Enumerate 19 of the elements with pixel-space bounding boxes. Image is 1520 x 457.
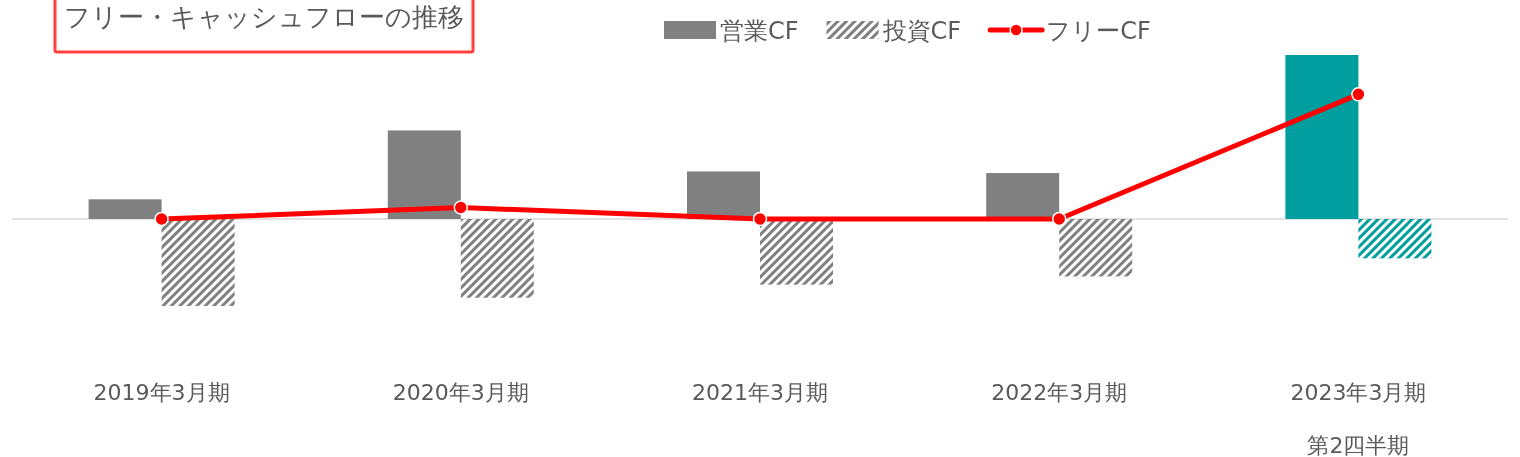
x-tick-label: 2021年3月期 xyxy=(692,380,828,405)
bar xyxy=(687,171,760,219)
bar xyxy=(760,219,833,285)
bar xyxy=(88,199,162,219)
chart-title: フリー・キャッシュフローの推移 xyxy=(64,2,464,32)
category-label: 2023年3月期第2四半期 xyxy=(1290,380,1427,457)
bar xyxy=(161,219,235,306)
bar xyxy=(1358,219,1432,259)
bar xyxy=(986,173,1060,219)
x-tick-label: 2020年3月期 xyxy=(392,380,529,405)
bar xyxy=(460,219,534,298)
legend-label: フリーCF xyxy=(1046,17,1151,45)
bar xyxy=(1285,55,1359,219)
x-tick-label: 2022年3月期 xyxy=(991,380,1128,405)
x-tick-label: 2019年3月期 xyxy=(93,380,230,405)
bar xyxy=(1059,219,1133,277)
bar xyxy=(387,130,461,219)
legend-label: 営業CF xyxy=(720,17,799,45)
legend-label: 投資CF xyxy=(881,17,962,45)
